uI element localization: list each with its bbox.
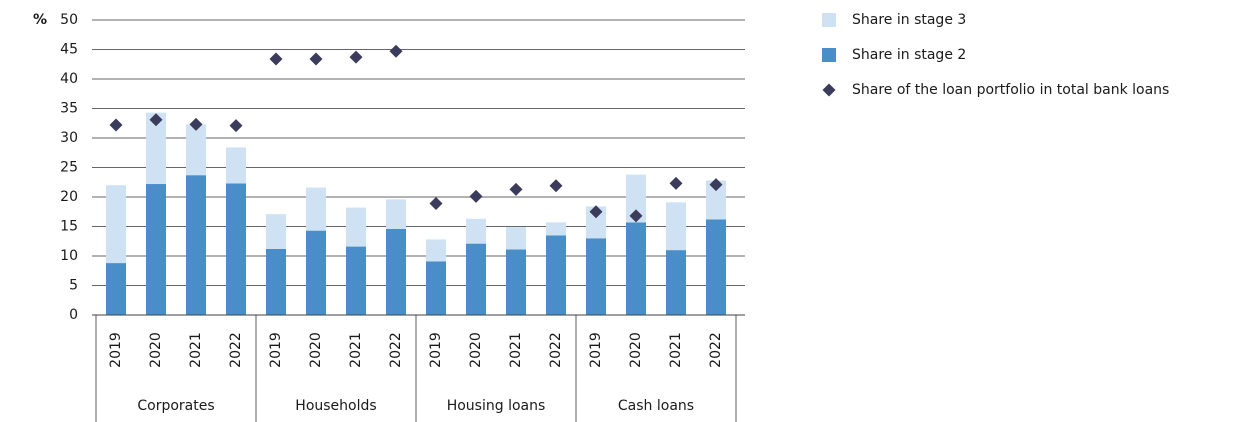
group-label: Corporates bbox=[137, 398, 214, 414]
marker bbox=[709, 178, 723, 192]
marker bbox=[109, 118, 123, 132]
x-tick-label: 2019 bbox=[428, 332, 444, 368]
bar bbox=[226, 183, 246, 315]
y-tick-label: 50 bbox=[60, 12, 78, 28]
marker bbox=[509, 182, 523, 196]
marker bbox=[669, 176, 683, 190]
x-tick-label: 2021 bbox=[348, 332, 364, 368]
marker bbox=[589, 205, 603, 219]
x-tick-label: 2020 bbox=[148, 332, 164, 368]
bar bbox=[506, 227, 526, 250]
legend-swatch bbox=[822, 48, 836, 62]
bar bbox=[106, 185, 126, 264]
x-tick-label: 2020 bbox=[308, 332, 324, 368]
bar bbox=[626, 174, 646, 223]
bar bbox=[306, 187, 326, 231]
bar bbox=[706, 219, 726, 315]
bar bbox=[106, 263, 126, 315]
bar bbox=[266, 214, 286, 249]
marker bbox=[389, 44, 403, 58]
bar bbox=[666, 250, 686, 315]
y-tick-label: 20 bbox=[60, 189, 78, 205]
bar bbox=[466, 218, 486, 244]
bar bbox=[306, 230, 326, 315]
bar bbox=[506, 249, 526, 315]
legend-swatch bbox=[822, 83, 836, 97]
bar bbox=[386, 228, 406, 315]
y-axis-label: % bbox=[33, 12, 47, 28]
legend-swatch bbox=[822, 13, 836, 27]
marker bbox=[549, 179, 563, 193]
bar bbox=[586, 238, 606, 315]
bar bbox=[186, 124, 206, 176]
marker bbox=[269, 52, 283, 66]
bar bbox=[186, 175, 206, 315]
marker bbox=[349, 50, 363, 64]
bar bbox=[266, 248, 286, 315]
legend-label: Share in stage 3 bbox=[852, 12, 966, 28]
legend-label: Share in stage 2 bbox=[852, 47, 966, 63]
bar bbox=[146, 112, 166, 185]
bar bbox=[706, 180, 726, 220]
marker bbox=[309, 52, 323, 66]
y-tick-label: 30 bbox=[60, 130, 78, 146]
x-tick-label: 2021 bbox=[668, 332, 684, 368]
legend-label: Share of the loan portfolio in total ban… bbox=[852, 82, 1169, 98]
x-tick-label: 2020 bbox=[468, 332, 484, 368]
x-tick-label: 2022 bbox=[548, 332, 564, 368]
bar bbox=[346, 246, 366, 315]
bar bbox=[546, 222, 566, 236]
x-tick-label: 2019 bbox=[108, 332, 124, 368]
y-tick-label: 15 bbox=[60, 219, 78, 235]
marker bbox=[469, 189, 483, 203]
bar bbox=[586, 206, 606, 239]
bar bbox=[666, 202, 686, 251]
x-tick-label: 2020 bbox=[628, 332, 644, 368]
marker bbox=[629, 209, 643, 223]
group-label: Cash loans bbox=[618, 398, 694, 414]
x-tick-label: 2019 bbox=[268, 332, 284, 368]
bar bbox=[346, 207, 366, 247]
x-tick-label: 2022 bbox=[708, 332, 724, 368]
bar bbox=[426, 239, 446, 262]
y-tick-label: 35 bbox=[60, 101, 78, 117]
x-tick-label: 2022 bbox=[388, 332, 404, 368]
marker bbox=[229, 119, 243, 133]
y-tick-label: 45 bbox=[60, 42, 78, 58]
x-tick-label: 2021 bbox=[508, 332, 524, 368]
bar bbox=[226, 147, 246, 184]
y-tick-label: 10 bbox=[60, 248, 78, 264]
marker bbox=[149, 113, 163, 127]
bar bbox=[146, 184, 166, 315]
group-label: Households bbox=[295, 398, 376, 414]
y-tick-label: 0 bbox=[69, 307, 78, 323]
bar bbox=[426, 261, 446, 315]
x-tick-label: 2022 bbox=[228, 332, 244, 368]
x-tick-label: 2021 bbox=[188, 332, 204, 368]
marker bbox=[189, 117, 203, 131]
bar bbox=[546, 235, 566, 315]
bar bbox=[386, 199, 406, 229]
x-tick-label: 2019 bbox=[588, 332, 604, 368]
y-tick-label: 40 bbox=[60, 71, 78, 87]
y-tick-label: 25 bbox=[60, 160, 78, 176]
bar bbox=[626, 222, 646, 315]
group-label: Housing loans bbox=[447, 398, 546, 414]
marker bbox=[429, 196, 443, 210]
y-tick-label: 5 bbox=[69, 278, 78, 294]
bar bbox=[466, 243, 486, 315]
